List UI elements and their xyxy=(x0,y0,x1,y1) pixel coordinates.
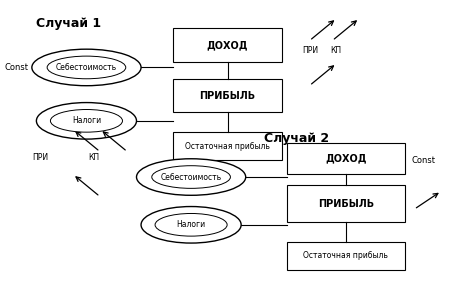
Text: ПРИБЫЛЬ: ПРИБЫЛЬ xyxy=(199,90,256,101)
Text: Налоги: Налоги xyxy=(72,116,101,125)
Bar xyxy=(287,242,405,270)
Text: ПРИ: ПРИ xyxy=(32,153,48,162)
Ellipse shape xyxy=(51,110,122,132)
Text: КП: КП xyxy=(89,153,100,162)
Text: Остаточная прибыль: Остаточная прибыль xyxy=(303,251,388,260)
Ellipse shape xyxy=(141,207,241,243)
Text: ДОХОД: ДОХОД xyxy=(325,154,367,164)
Bar xyxy=(173,79,282,112)
Bar xyxy=(287,143,405,174)
Ellipse shape xyxy=(136,159,246,195)
Text: Налоги: Налоги xyxy=(177,220,206,229)
Text: ДОХОД: ДОХОД xyxy=(207,40,248,50)
Text: ПРИ: ПРИ xyxy=(303,46,318,55)
Ellipse shape xyxy=(36,103,136,139)
Text: Себестоимость: Себестоимость xyxy=(56,63,117,72)
Bar xyxy=(173,132,282,160)
Ellipse shape xyxy=(32,49,141,86)
Text: Остаточная прибыль: Остаточная прибыль xyxy=(185,142,270,151)
Ellipse shape xyxy=(47,56,126,79)
Text: Const: Const xyxy=(412,156,436,165)
Text: КП: КП xyxy=(330,46,341,55)
Bar xyxy=(173,28,282,62)
Ellipse shape xyxy=(152,166,230,188)
Text: Себестоимость: Себестоимость xyxy=(161,173,222,182)
Text: Const: Const xyxy=(5,63,29,72)
Text: ПРИБЫЛЬ: ПРИБЫЛЬ xyxy=(318,199,374,209)
Bar xyxy=(287,185,405,222)
Text: Случай 2: Случай 2 xyxy=(264,132,329,145)
Text: Случай 1: Случай 1 xyxy=(36,17,101,30)
Ellipse shape xyxy=(155,214,227,236)
